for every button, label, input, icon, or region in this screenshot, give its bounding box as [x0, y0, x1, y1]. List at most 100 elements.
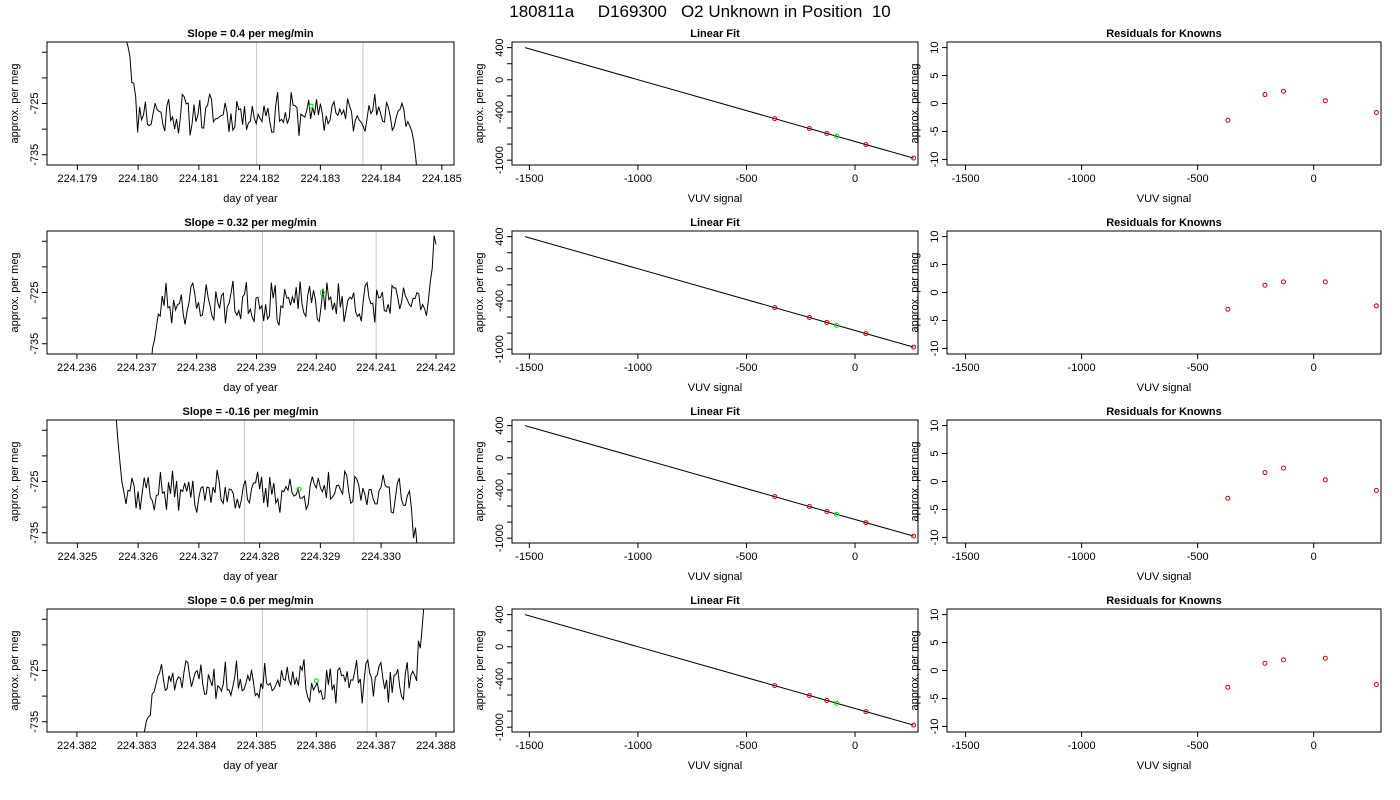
row0-fit-ytick-label: -1000: [494, 146, 506, 174]
row2-fit-frame: [511, 419, 919, 544]
row0-fit-xtick-label: -1500: [515, 173, 543, 185]
row1-fit-known-point: [806, 315, 812, 321]
row1-residuals-title: Residuals for Knowns: [1106, 217, 1222, 229]
row2-residuals-title: Residuals for Knowns: [1106, 406, 1222, 418]
row2-fit-known-point: [806, 504, 812, 510]
row3-residuals-residual-point: [1262, 660, 1268, 666]
row0-timeseries-xtick-label: 224.179: [57, 173, 97, 185]
row0-residuals-ytick-label: 0: [929, 100, 941, 106]
row0-timeseries-xtick-label: 224.184: [361, 173, 401, 185]
row2-residuals-frame: [946, 419, 1382, 544]
row2-fit-ytick-label: 0: [494, 455, 506, 461]
row0-timeseries-xtick-label: 224.182: [240, 173, 280, 185]
row2-residuals-residual-point: [1322, 477, 1328, 483]
row3-fit-ytick-label: 400: [494, 605, 506, 623]
row0-residuals-residual-point: [1225, 117, 1231, 123]
row0-fit-ytick-label: 400: [494, 38, 506, 56]
row3-timeseries-xtick-label: 224.384: [177, 740, 217, 752]
row0-fit-ytick-label: -400: [494, 101, 506, 123]
row0-residuals-ytick-label: 10: [929, 41, 941, 53]
row3-residuals-frame: [946, 608, 1382, 733]
row0-fit-xtick-label: -500: [735, 173, 757, 185]
row0-fit-known-point: [911, 155, 917, 161]
row2-timeseries-title: Slope = -0.16 per meg/min: [182, 406, 318, 418]
row3-fit-fit-line: [524, 614, 914, 726]
row0-timeseries-xtick-label: 224.181: [179, 173, 219, 185]
row1-fit-ylabel: approx. per meg: [474, 252, 486, 332]
row3-fit-xlabel: VUV signal: [688, 760, 742, 772]
row3-timeseries-title: Slope = 0.6 per meg/min: [187, 595, 314, 607]
row1-fit-fit-line: [524, 236, 914, 348]
row2-residuals-xtick-label: -500: [1187, 551, 1209, 563]
row2-residuals-residual-point: [1281, 465, 1287, 471]
row0-residuals-ytick-label: 5: [929, 72, 941, 78]
row1-timeseries-xtick-label: 224.242: [416, 362, 456, 374]
row2-residuals-ytick-label: 5: [929, 450, 941, 456]
row3-residuals-xtick-label: -1500: [951, 740, 979, 752]
row2-residuals-xtick-label: -1000: [1068, 551, 1096, 563]
row2-residuals-ytick-label: -10: [929, 529, 941, 545]
figure-title: 180811a D169300 O2 Unknown in Position 1…: [509, 2, 891, 21]
row1-fit-known-point: [863, 331, 869, 337]
row1-timeseries-ytick-label: -725: [29, 281, 41, 303]
row0-timeseries-xlabel: day of year: [223, 193, 278, 205]
row1-residuals-ytick-label: -10: [929, 340, 941, 356]
row2-residuals-residual-point: [1225, 495, 1231, 501]
row0-residuals-ytick-label: -10: [929, 151, 941, 167]
row0-residuals-residual-point: [1281, 88, 1287, 94]
row1-fit-ytick-label: -1000: [494, 335, 506, 363]
row0-residuals-residual-point: [1262, 92, 1268, 98]
row3-residuals-xlabel: VUV signal: [1137, 760, 1191, 772]
row2-fit-title: Linear Fit: [690, 406, 740, 418]
row1-fit-ytick-label: -400: [494, 290, 506, 312]
row3-residuals-ytick-label: -5: [929, 694, 941, 704]
row2-fit-ylabel: approx. per meg: [474, 441, 486, 521]
row1-residuals-xtick-label: -1000: [1068, 362, 1096, 374]
row1-timeseries-xtick-label: 224.241: [356, 362, 396, 374]
row3-timeseries-unknown-point: [313, 678, 319, 684]
row3-timeseries-xtick-label: 224.383: [117, 740, 157, 752]
row1-residuals-residual-point: [1322, 279, 1328, 285]
row0-residuals-xtick-label: -500: [1187, 173, 1209, 185]
row1-residuals-residual-point: [1281, 279, 1287, 285]
row2-fit-xlabel: VUV signal: [688, 571, 742, 583]
row1-fit-xlabel: VUV signal: [688, 382, 742, 394]
row1-fit-ytick-label: 0: [494, 266, 506, 272]
row0-timeseries-ytick-label: -725: [29, 92, 41, 114]
row2-timeseries-xtick-label: 224.330: [361, 551, 401, 563]
row0-timeseries-ylabel: approx. per meg: [9, 63, 21, 143]
row1-fit-xtick-label: -1500: [515, 362, 543, 374]
row3-fit-title: Linear Fit: [690, 595, 740, 607]
row0-residuals-xlabel: VUV signal: [1137, 193, 1191, 205]
row3-timeseries-trace: [144, 609, 425, 732]
row3-residuals-residual-point: [1225, 684, 1231, 690]
row2-timeseries-xlabel: day of year: [223, 571, 278, 583]
row3-timeseries-xtick-label: 224.388: [416, 740, 456, 752]
row3-fit-known-point: [911, 722, 917, 728]
row3-residuals-ylabel: approx. per meg: [909, 630, 921, 710]
row1-residuals-residual-point: [1373, 303, 1379, 309]
row2-timeseries-trace: [115, 420, 418, 543]
row2-timeseries-frame: [46, 419, 455, 544]
row2-fit-known-point: [911, 533, 917, 539]
row0-timeseries-xtick-label: 224.183: [300, 173, 340, 185]
row0-residuals-ylabel: approx. per meg: [909, 63, 921, 143]
row1-fit-unknown-point: [834, 322, 840, 328]
row3-residuals-ytick-label: 10: [929, 608, 941, 620]
row1-fit-frame: [511, 230, 919, 355]
row1-fit-xtick-label: -500: [735, 362, 757, 374]
row3-fit-xtick-label: 0: [852, 740, 858, 752]
row2-fit-xtick-label: -1000: [624, 551, 652, 563]
row3-residuals-ytick-label: -10: [929, 718, 941, 734]
row2-residuals-ytick-label: 10: [929, 419, 941, 431]
row0-fit-fit-line: [524, 47, 914, 159]
row0-timeseries-xtick-label: 224.185: [422, 173, 462, 185]
row0-timeseries-title: Slope = 0.4 per meg/min: [187, 28, 314, 40]
row3-fit-ytick-label: 0: [494, 644, 506, 650]
row0-timeseries-frame: [46, 41, 455, 166]
row3-fit-xtick-label: -500: [735, 740, 757, 752]
row3-fit-known-point: [806, 693, 812, 699]
row0-timeseries-trace: [126, 42, 417, 165]
row3-fit-ytick-label: -1000: [494, 713, 506, 741]
row1-residuals-ylabel: approx. per meg: [909, 252, 921, 332]
